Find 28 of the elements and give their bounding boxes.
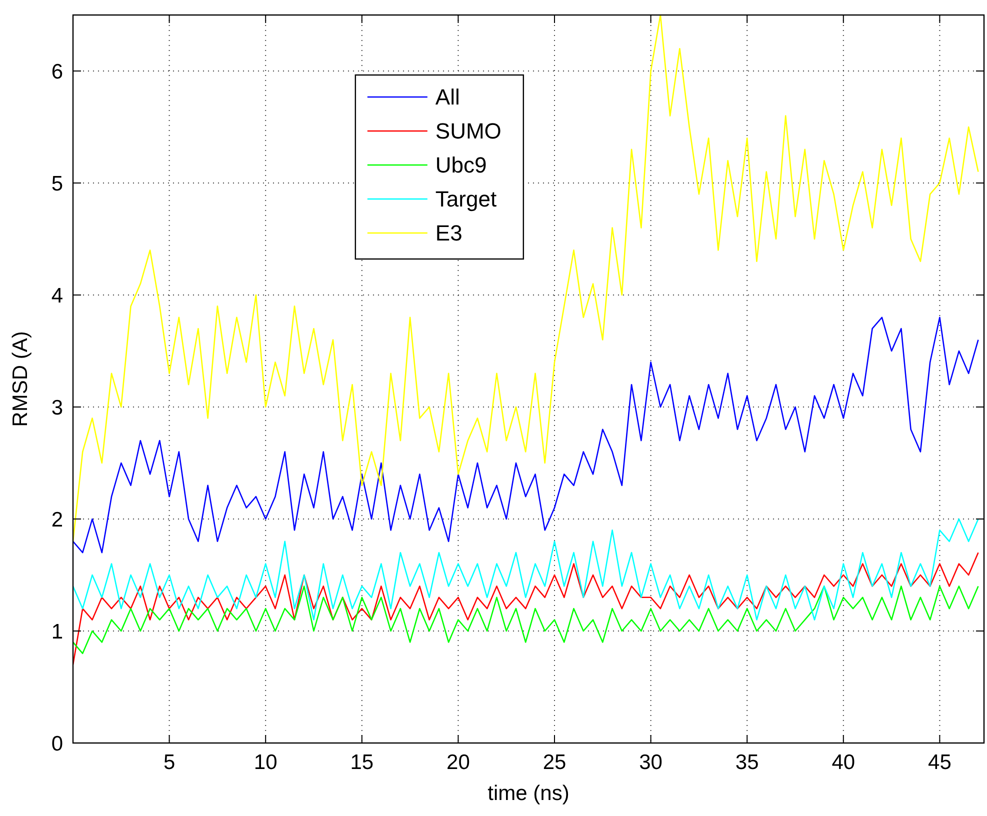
x-axis-title: time (ns): [488, 782, 570, 805]
legend-label: SUMO: [435, 118, 502, 144]
line-series: [73, 15, 979, 542]
line-series: [73, 552, 979, 666]
y-tick-label: 6: [51, 60, 63, 84]
legend-label: Ubc9: [435, 152, 487, 178]
y-tick-label: 3: [51, 396, 63, 420]
legend-label: E3: [435, 220, 462, 246]
x-tick-label: 30: [639, 751, 662, 774]
legend-label: Target: [435, 186, 497, 212]
y-tick-label: 1: [51, 620, 63, 644]
line-series: [73, 518, 979, 620]
x-tick-label: 10: [254, 751, 278, 774]
x-tick-label: 25: [542, 751, 566, 774]
line-series: [73, 316, 979, 554]
x-tick-label: 40: [832, 751, 856, 774]
y-tick-label: 4: [51, 284, 64, 308]
y-tick-label: 0: [51, 732, 63, 756]
x-tick-label: 15: [350, 751, 374, 774]
x-tick-label: 45: [928, 751, 952, 774]
x-tick-label: 35: [735, 751, 759, 774]
y-tick-label: 2: [51, 508, 63, 532]
y-axis-title: RMSD (A): [9, 331, 32, 427]
y-tick-label: 5: [51, 172, 63, 196]
line-series: [73, 586, 979, 654]
legend-label: All: [435, 84, 460, 110]
x-tick-label: 20: [446, 751, 470, 774]
x-tick-label: 5: [163, 751, 176, 774]
